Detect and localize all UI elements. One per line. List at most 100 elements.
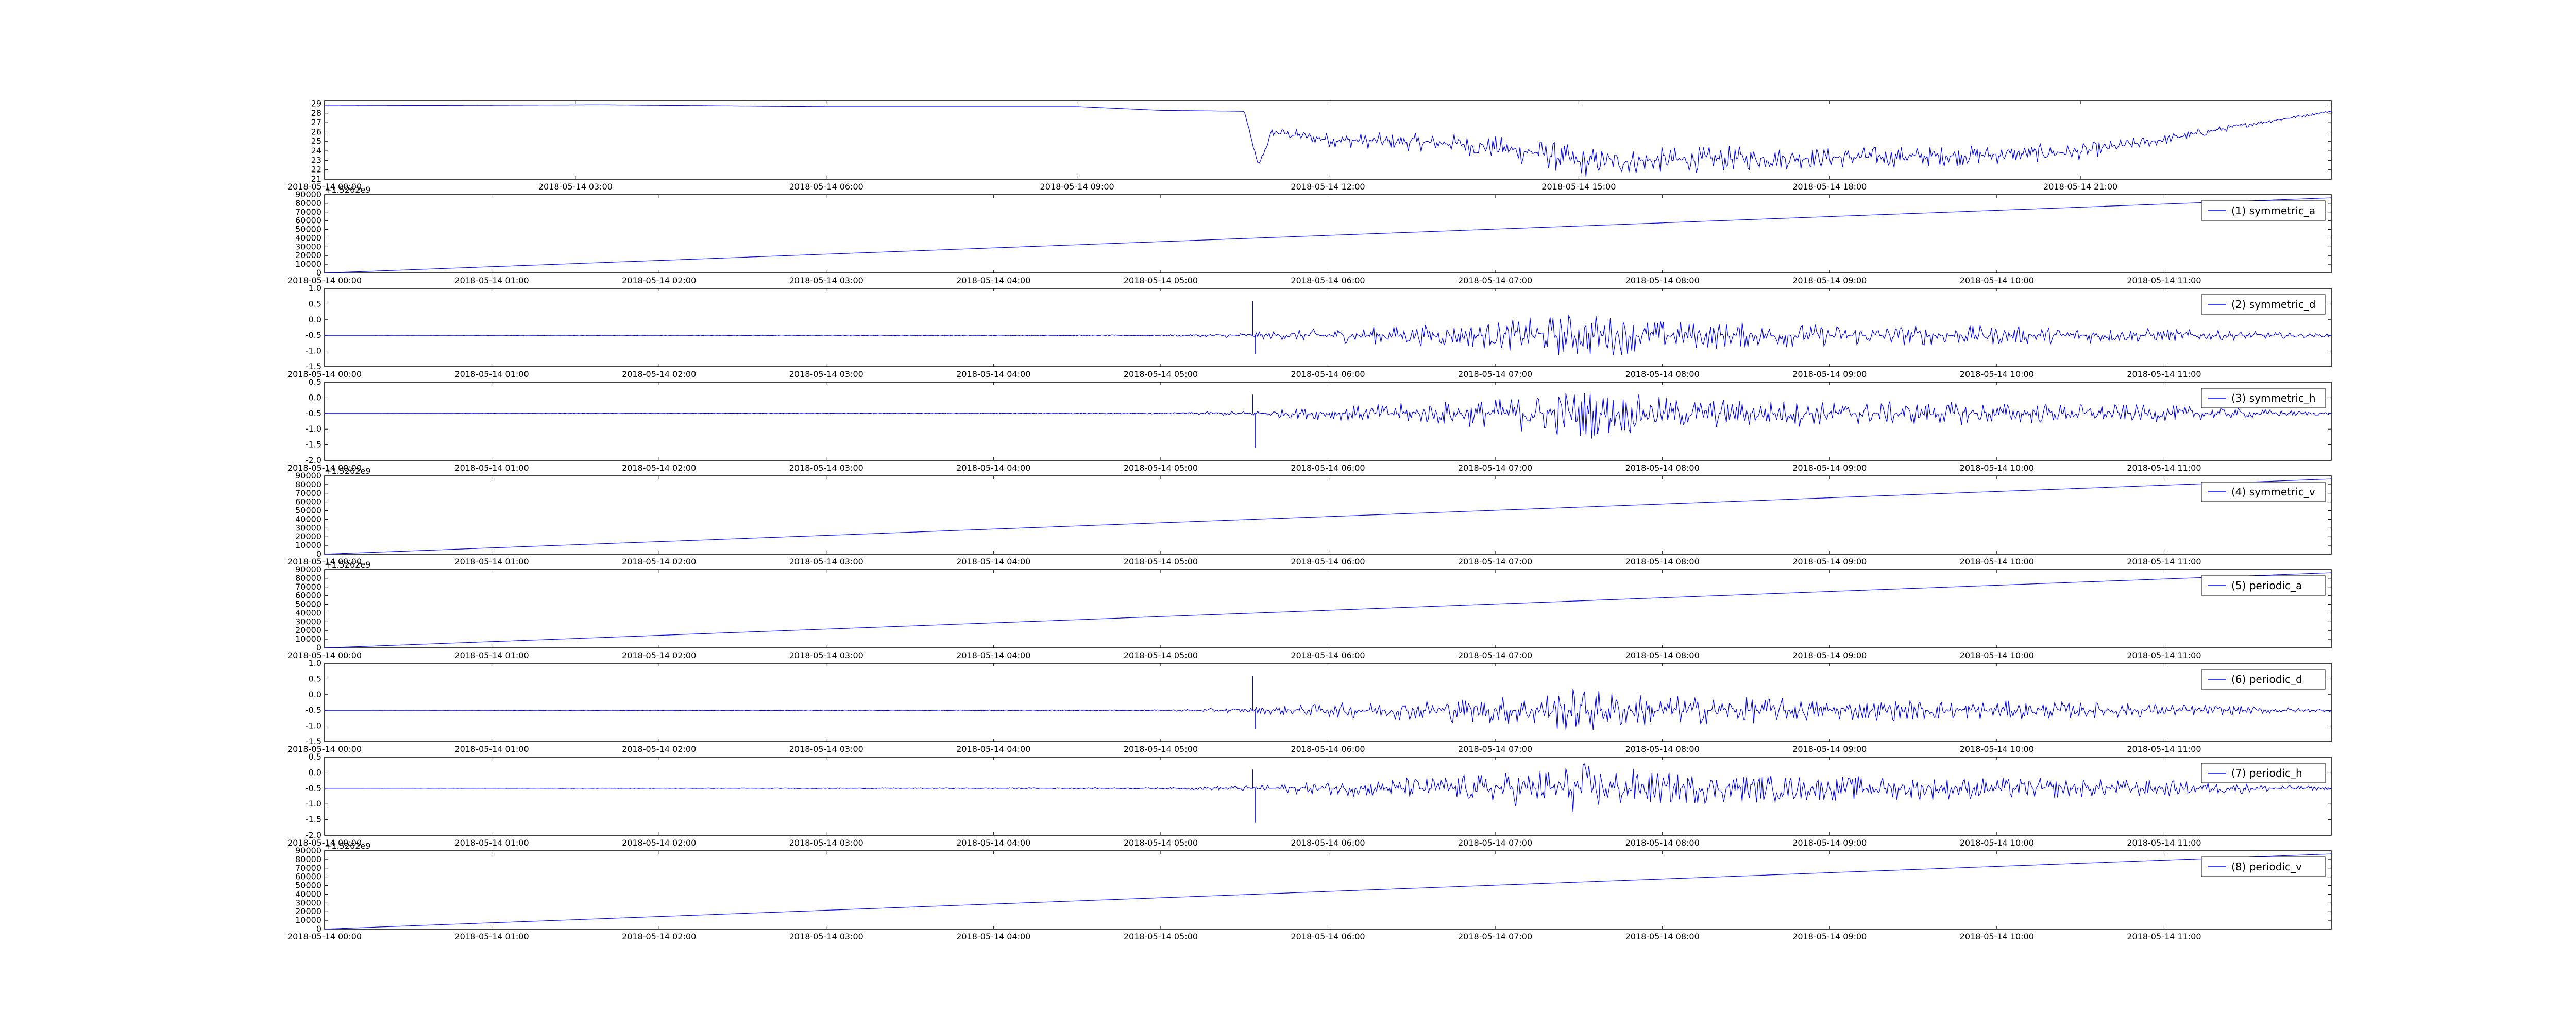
x-tick-label: 2018-05-14 03:00	[789, 932, 863, 941]
x-tick-label: 2018-05-14 10:00	[1960, 276, 2034, 285]
legend-label: (2) symmetric_d	[2231, 298, 2316, 311]
legend: (4) symmetric_v	[2201, 482, 2326, 502]
x-tick-label: 2018-05-14 11:00	[2127, 557, 2201, 566]
x-tick-label: 2018-05-14 11:00	[2127, 369, 2201, 379]
x-tick-label: 2018-05-14 05:00	[1124, 276, 1198, 285]
y-tick-label: 90000	[295, 846, 321, 855]
y-tick-label: 29	[311, 98, 321, 108]
x-tick-label: 2018-05-14 02:00	[622, 932, 696, 941]
x-tick-label: 2018-05-14 10:00	[1960, 650, 2034, 660]
y-tick-label: 20000	[295, 531, 321, 541]
y-tick-label: 40000	[295, 514, 321, 524]
x-tick-label: 2018-05-14 08:00	[1625, 369, 1700, 379]
x-tick-label: 2018-05-14 04:00	[956, 838, 1030, 848]
x-tick-label: 2018-05-14 06:00	[1291, 369, 1365, 379]
y-tick-label: -1.5	[306, 815, 321, 825]
legend: (7) periodic_h	[2201, 763, 2326, 783]
x-tick-label: 2018-05-14 05:00	[1124, 369, 1198, 379]
x-tick-label: 2018-05-14 01:00	[454, 557, 529, 566]
x-tick-label: 2018-05-14 10:00	[1960, 838, 2034, 848]
x-tick-label: 2018-05-14 06:00	[1291, 463, 1365, 473]
x-tick-label: 2018-05-14 08:00	[1625, 463, 1700, 473]
x-tick-label: 2018-05-14 05:00	[1124, 557, 1198, 566]
y-tick-label: -1.0	[306, 799, 321, 809]
x-tick-label: 2018-05-14 06:00	[1291, 744, 1365, 754]
x-tick-label: 2018-05-14 04:00	[956, 463, 1030, 473]
y-tick-label: 60000	[295, 497, 321, 507]
y-tick-label: 30000	[295, 616, 321, 626]
series-line	[324, 572, 2332, 648]
x-tick-label: 2018-05-14 09:00	[1792, 744, 1867, 754]
x-tick-label: 2018-05-14 00:00	[287, 369, 362, 379]
x-tick-label: 2018-05-14 00:00	[287, 557, 362, 566]
series-line	[324, 478, 2332, 555]
x-tick-label: 2018-05-14 01:00	[454, 369, 529, 379]
series-line	[325, 393, 2332, 448]
x-tick-label: 2018-05-14 07:00	[1458, 932, 1532, 941]
x-tick-label: 2018-05-14 11:00	[2127, 650, 2201, 660]
x-tick-label: 2018-05-14 03:00	[789, 463, 863, 473]
x-tick-label: 2018-05-14 03:00	[789, 838, 863, 848]
x-tick-label: 2018-05-14 03:00	[789, 369, 863, 379]
x-tick-label: 2018-05-14 03:00	[789, 744, 863, 754]
y-tick-label: -1.0	[306, 424, 321, 434]
y-tick-label: 21	[311, 174, 321, 184]
x-tick-label: 2018-05-14 02:00	[622, 744, 696, 754]
y-tick-label: 80000	[295, 479, 321, 489]
x-tick-label: 2018-05-14 07:00	[1458, 744, 1532, 754]
subplot-6: 0100002000030000400005000060000700008000…	[287, 560, 2332, 660]
x-tick-label: 2018-05-14 00:00	[287, 744, 362, 754]
y-tick-label: 0.5	[309, 752, 321, 762]
x-tick-label: 2018-05-14 10:00	[1960, 744, 2034, 754]
x-tick-label: 2018-05-14 00:00	[287, 838, 362, 848]
x-tick-label: 2018-05-14 07:00	[1458, 650, 1532, 660]
y-tick-label: -1.0	[306, 346, 321, 356]
y-tick-label: 10000	[295, 915, 321, 925]
y-tick-label: 20000	[295, 625, 321, 635]
x-tick-label: 2018-05-14 09:00	[1040, 182, 1114, 192]
x-tick-label: 2018-05-14 05:00	[1124, 932, 1198, 941]
series-line	[324, 197, 2332, 273]
y-tick-label: 60000	[295, 216, 321, 226]
x-tick-label: 2018-05-14 08:00	[1625, 650, 1700, 660]
x-tick-label: 2018-05-14 04:00	[956, 650, 1030, 660]
x-tick-label: 2018-05-14 02:00	[622, 463, 696, 473]
x-tick-label: 2018-05-14 08:00	[1625, 557, 1700, 566]
x-tick-label: 2018-05-14 06:00	[1291, 838, 1365, 848]
x-tick-label: 2018-05-14 11:00	[2127, 276, 2201, 285]
x-tick-label: 2018-05-14 09:00	[1792, 838, 1867, 848]
x-tick-label: 2018-05-14 08:00	[1625, 744, 1700, 754]
legend: (5) periodic_a	[2201, 575, 2326, 596]
x-tick-label: 2018-05-14 07:00	[1458, 369, 1532, 379]
x-tick-label: 2018-05-14 04:00	[956, 557, 1030, 566]
x-tick-label: 2018-05-14 07:00	[1458, 276, 1532, 285]
y-offset-text: +1.5262e9	[325, 185, 370, 195]
x-tick-label: 2018-05-14 06:00	[1291, 276, 1365, 285]
y-tick-label: 90000	[295, 564, 321, 574]
y-tick-label: -0.5	[306, 705, 321, 715]
x-tick-label: 2018-05-14 07:00	[1458, 557, 1532, 566]
x-tick-label: 2018-05-14 02:00	[622, 557, 696, 566]
x-tick-label: 2018-05-14 06:00	[1291, 932, 1365, 941]
y-tick-label: 26	[311, 127, 321, 136]
y-tick-label: 40000	[295, 233, 321, 243]
legend-label: (4) symmetric_v	[2231, 486, 2315, 498]
legend-label: (3) symmetric_h	[2231, 392, 2316, 404]
y-tick-label: -1.5	[306, 440, 321, 450]
y-tick-label: 80000	[295, 854, 321, 864]
x-tick-label: 2018-05-14 11:00	[2127, 744, 2201, 754]
y-tick-label: 90000	[295, 471, 321, 480]
subplot-8: -2.0 -1.5 -1.0 -0.5 0.0 0.5 2018-05-14 00:00 20…	[287, 752, 2332, 848]
y-tick-label: 0	[316, 549, 321, 559]
x-tick-label: 2018-05-14 00:00	[287, 182, 362, 192]
y-tick-label: 22	[311, 165, 321, 175]
y-tick-label: 0	[316, 268, 321, 278]
y-tick-label: 40000	[295, 889, 321, 899]
y-tick-label: 30000	[295, 242, 321, 251]
y-tick-label: 40000	[295, 608, 321, 617]
y-tick-label: -0.5	[306, 330, 321, 340]
y-tick-label: 28	[311, 108, 321, 118]
x-tick-label: 2018-05-14 09:00	[1792, 650, 1867, 660]
